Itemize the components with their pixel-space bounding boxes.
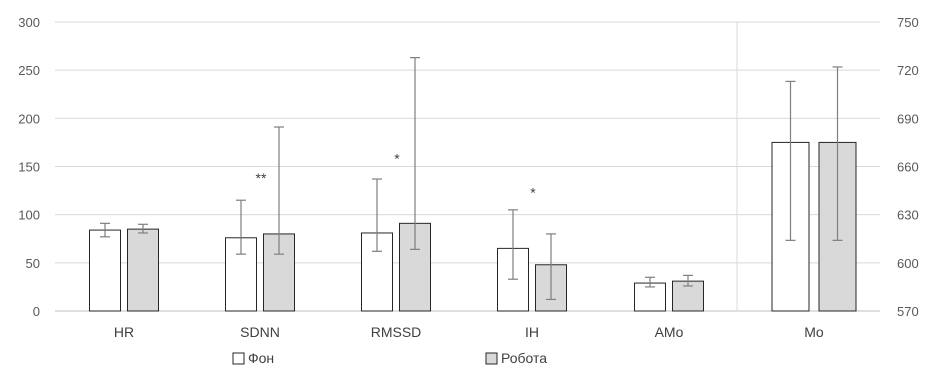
bar-fon-amo [634,282,666,312]
left-axis-tick-label: 250 [18,63,40,78]
significance-marker: * [394,151,400,167]
category-label-hr: HR [114,324,134,340]
gridlines [55,21,880,312]
right-axis-tick-label: 720 [897,63,919,78]
right-axis-tick-label: 660 [897,160,919,175]
legend-swatch [232,352,245,365]
category-label-amo: AMo [655,324,684,340]
right-axis-tick-label: 600 [897,256,919,271]
right-axis-tick-label: 750 [897,15,919,30]
category-label-rmssd: RMSSD [371,324,422,340]
legend-label: Робота [501,350,547,366]
left-axis-tick-label: 200 [18,111,40,126]
left-axis-tick-label: 0 [33,304,40,319]
legend-label: Фон [248,350,274,366]
bar-robota-hr [127,228,159,312]
right-axis-tick-label: 630 [897,208,919,223]
legend-item-robota: Робота [485,350,547,366]
category-label-ih: IH [525,324,539,340]
left-axis-tick-label: 50 [26,256,40,271]
legend-swatch [485,352,498,365]
right-axis-tick-label: 690 [897,111,919,126]
category-label-sdnn: SDNN [240,324,280,340]
bar-fon-hr [89,229,121,312]
legend-item-fon: Фон [232,350,274,366]
significance-marker: ** [256,170,267,186]
left-axis-tick-label: 100 [18,208,40,223]
right-axis-tick-label: 570 [897,304,919,319]
left-axis-tick-label: 150 [18,160,40,175]
significance-marker: * [530,184,536,200]
left-axis-tick-label: 300 [18,15,40,30]
category-label-mo: Mo [804,324,824,340]
